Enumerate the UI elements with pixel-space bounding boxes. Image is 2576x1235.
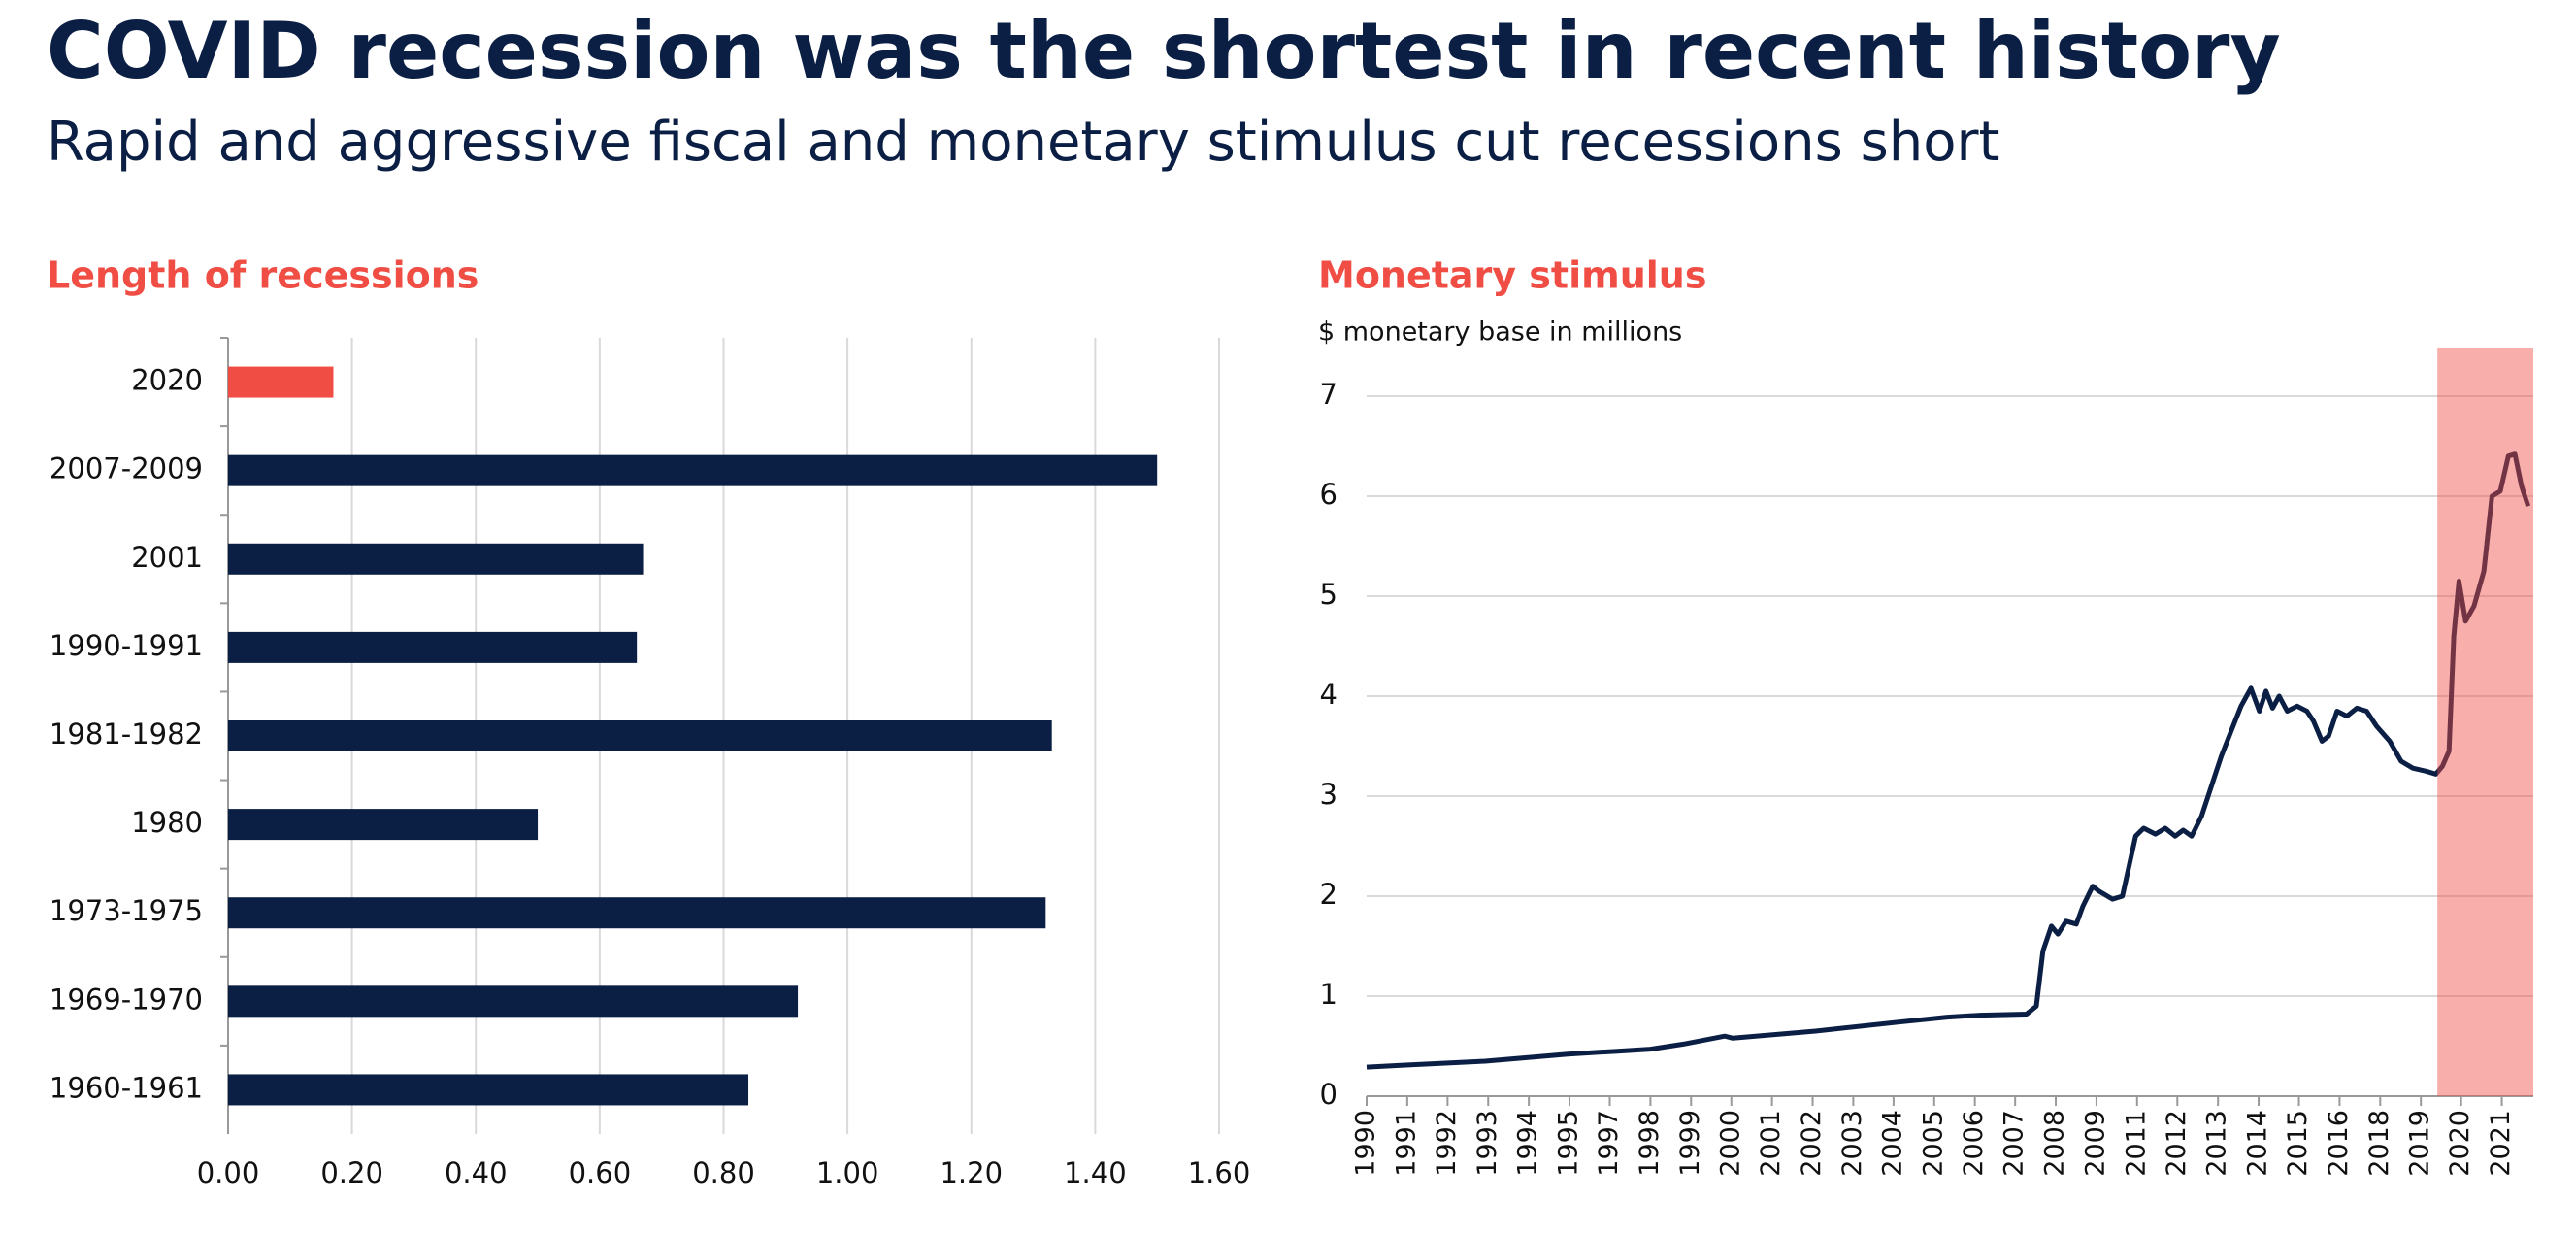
x-tick-label: 2000 — [1715, 1110, 1745, 1177]
bar — [228, 631, 638, 663]
x-tick-label: 1995 — [1554, 1110, 1584, 1177]
line-series — [1366, 451, 2531, 1070]
x-tick-label: 2012 — [2162, 1110, 2192, 1177]
x-tick-label: 1.40 — [1064, 1156, 1127, 1189]
bar — [228, 897, 1046, 929]
x-tick-label: 2016 — [2324, 1110, 2354, 1177]
y-tick-label: 1969-1970 — [50, 983, 203, 1016]
x-tick-label: 2002 — [1797, 1110, 1827, 1177]
x-tick-label: 1.20 — [940, 1156, 1003, 1189]
page-title: COVID recession was the shortest in rece… — [47, 6, 2281, 96]
x-tick-label: 2018 — [2364, 1110, 2394, 1177]
x-tick-label: 1993 — [1472, 1110, 1503, 1177]
x-tick-label: 2011 — [2121, 1110, 2151, 1177]
bar — [228, 543, 644, 575]
x-tick-label: 2003 — [1837, 1110, 1867, 1177]
y-tick-label: 2020 — [131, 364, 203, 397]
x-tick-label: 2021 — [2486, 1110, 2516, 1177]
y-tick-label: 2001 — [131, 541, 203, 574]
x-tick-label: 1998 — [1635, 1110, 1665, 1177]
y-tick-label: 1 — [1320, 978, 1338, 1011]
y-tick-label: 7 — [1320, 378, 1338, 411]
bar — [228, 720, 1052, 751]
y-axis-label: $ monetary base in millions — [1318, 317, 1682, 348]
bar — [228, 366, 334, 398]
x-tick-label: 2020 — [2445, 1110, 2475, 1177]
x-tick-label: 1.60 — [1188, 1156, 1251, 1189]
x-tick-label: 2013 — [2202, 1110, 2232, 1177]
x-tick-label: 1994 — [1513, 1110, 1543, 1177]
highlight-band — [2437, 348, 2533, 1096]
x-tick-label: 2006 — [1959, 1110, 1989, 1177]
x-tick-label: 1992 — [1432, 1110, 1462, 1177]
y-tick-label: 1973-1975 — [50, 894, 203, 927]
bar — [228, 809, 539, 841]
right-chart-title: Monetary stimulus — [1318, 254, 1706, 297]
x-tick-label: 0.20 — [320, 1156, 383, 1189]
x-tick-label: 2008 — [2040, 1110, 2070, 1177]
x-tick-label: 0.40 — [445, 1156, 508, 1189]
y-tick-label: 3 — [1320, 778, 1338, 811]
y-tick-label: 1990-1991 — [50, 629, 203, 662]
bar — [228, 1074, 749, 1106]
y-tick-label: 4 — [1320, 678, 1338, 711]
x-tick-label: 1997 — [1594, 1110, 1624, 1177]
y-tick-label: 2 — [1320, 878, 1338, 911]
x-tick-label: 2001 — [1756, 1110, 1786, 1177]
x-tick-label: 2014 — [2243, 1110, 2273, 1177]
y-tick-label: 1981-1982 — [50, 718, 203, 751]
x-tick-label: 0.80 — [692, 1156, 755, 1189]
x-tick-label: 2015 — [2283, 1110, 2313, 1177]
page-subtitle: Rapid and aggressive fiscal and monetary… — [47, 111, 1999, 174]
y-tick-label: 1980 — [131, 806, 203, 839]
y-tick-label: 6 — [1320, 478, 1338, 511]
x-tick-label: 2004 — [1877, 1110, 1907, 1177]
x-tick-label: 1999 — [1675, 1110, 1705, 1177]
y-tick-label: 0 — [1320, 1078, 1338, 1111]
y-tick-label: 5 — [1320, 578, 1338, 611]
x-tick-label: 1990 — [1351, 1110, 1381, 1177]
x-tick-label: 2007 — [1999, 1110, 2030, 1177]
bar — [228, 985, 799, 1018]
x-tick-label: 2005 — [1918, 1110, 1948, 1177]
x-tick-label: 0.60 — [569, 1156, 632, 1189]
left-chart-title: Length of recessions — [47, 254, 479, 297]
bar — [228, 454, 1158, 486]
y-tick-label: 1960-1961 — [50, 1071, 203, 1104]
y-tick-label: 2007-2009 — [50, 452, 203, 485]
x-tick-label: 2019 — [2405, 1110, 2435, 1177]
x-tick-label: 2009 — [2080, 1110, 2110, 1177]
x-tick-label: 0.00 — [197, 1156, 260, 1189]
x-tick-label: 1.00 — [816, 1156, 879, 1189]
x-tick-label: 1991 — [1391, 1110, 1421, 1177]
